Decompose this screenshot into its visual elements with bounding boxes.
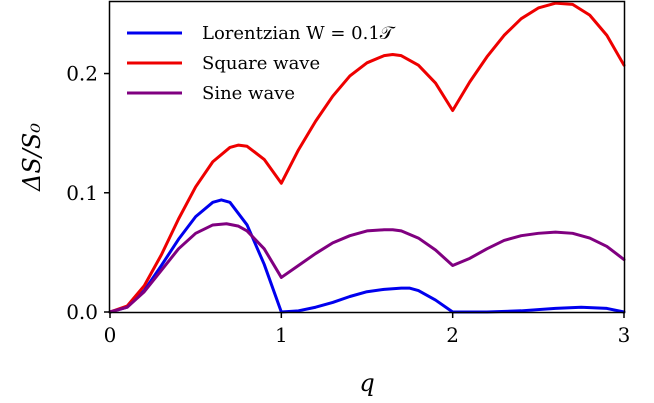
x-axis-label: q — [359, 369, 374, 397]
x-tick-label: 1 — [275, 323, 288, 347]
legend-label-0: Lorentzian W = 0.1𝒯 — [202, 23, 396, 44]
legend-label-1: Square wave — [202, 53, 320, 74]
series-line-2 — [108, 222, 626, 314]
x-tick-label: 3 — [618, 323, 631, 347]
y-tick-label: 0.0 — [66, 300, 98, 324]
y-axis-label: ΔS/S₀ — [18, 123, 46, 192]
ticks-layer: 0 1 2 3 0.0 0.1 0.2 — [66, 62, 630, 347]
x-tick-label: 2 — [446, 323, 459, 347]
series-layer — [108, 1, 626, 314]
y-tick-label: 0.2 — [66, 62, 98, 86]
y-tick-label: 0.1 — [66, 181, 98, 205]
series-line-0 — [108, 198, 626, 314]
plot-frame — [108, 0, 626, 314]
series-line-1 — [108, 1, 626, 314]
x-tick-label: 0 — [104, 323, 117, 347]
legend: Lorentzian W = 0.1𝒯 Square wave Sine wave — [127, 23, 396, 104]
legend-label-2: Sine wave — [202, 83, 295, 104]
